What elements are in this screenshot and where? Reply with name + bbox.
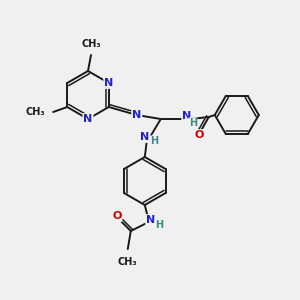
Text: N: N	[182, 111, 191, 121]
Text: N: N	[140, 132, 149, 142]
Text: O: O	[194, 130, 203, 140]
Text: N: N	[132, 110, 141, 120]
Text: N: N	[83, 114, 93, 124]
Text: CH₃: CH₃	[26, 107, 45, 117]
Text: CH₃: CH₃	[118, 257, 138, 267]
Text: N: N	[146, 215, 155, 225]
Text: O: O	[112, 211, 122, 221]
Text: H: H	[155, 220, 163, 230]
Text: N: N	[104, 78, 113, 88]
Text: H: H	[189, 118, 197, 128]
Text: H: H	[150, 136, 158, 146]
Text: CH₃: CH₃	[81, 39, 101, 49]
